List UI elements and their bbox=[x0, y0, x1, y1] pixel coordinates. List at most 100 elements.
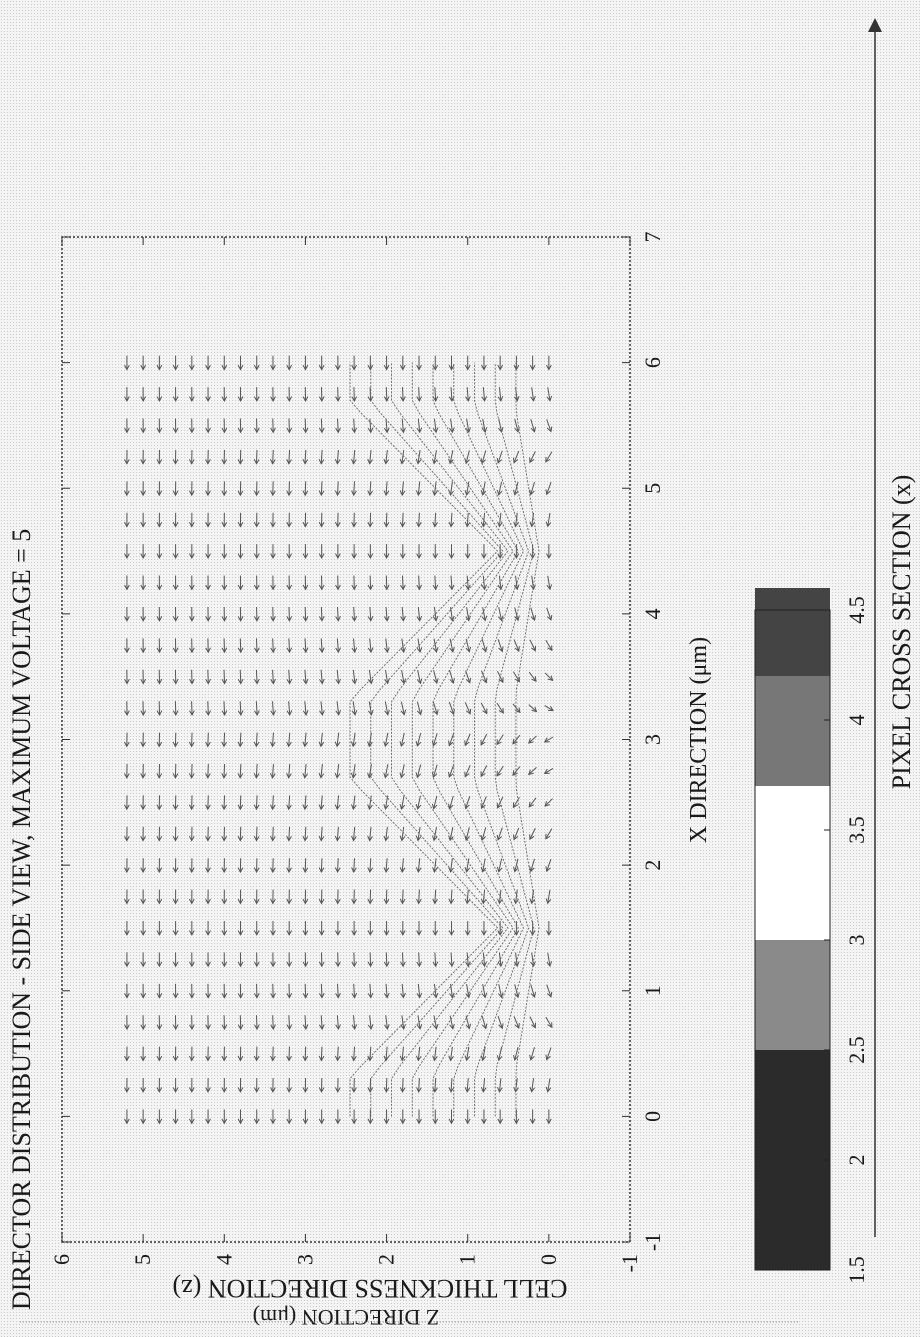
equipotential-line bbox=[412, 363, 513, 1117]
director-arrow bbox=[224, 764, 225, 778]
director-arrow bbox=[338, 858, 339, 872]
director-arrow bbox=[305, 827, 306, 841]
colorbar-tick-label: 4.5 bbox=[844, 596, 869, 624]
chart-title: DIRECTOR DISTRIBUTION - SIDE VIEW, MAXIM… bbox=[7, 529, 36, 1310]
y-tick-label: 2 bbox=[374, 1254, 399, 1265]
director-arrow bbox=[338, 1047, 339, 1061]
director-arrow bbox=[419, 890, 420, 904]
colorbar-band bbox=[755, 786, 830, 940]
director-arrow bbox=[240, 795, 241, 809]
colorbar-tick-label: 1.5 bbox=[844, 1256, 869, 1284]
director-arrow bbox=[354, 984, 355, 998]
x-tick-label: 4 bbox=[640, 608, 665, 619]
colorbar-tick-label: 4 bbox=[844, 715, 869, 726]
director-arrow bbox=[208, 701, 209, 715]
director-arrow bbox=[321, 984, 322, 998]
director-arrow bbox=[402, 890, 403, 904]
director-arrow bbox=[289, 638, 290, 652]
director-arrow bbox=[321, 419, 322, 433]
director-arrow bbox=[273, 638, 274, 652]
y-tick-label: 6 bbox=[49, 1254, 74, 1265]
director-arrow bbox=[256, 701, 257, 715]
director-arrow bbox=[435, 952, 436, 966]
y-tick-label: 3 bbox=[292, 1254, 317, 1265]
director-arrow bbox=[386, 576, 387, 590]
director-arrow bbox=[435, 1078, 436, 1092]
y-tick-label: 0 bbox=[536, 1254, 561, 1265]
y-axis-label: Z DIRECTION (μm) bbox=[253, 1305, 440, 1330]
director-arrow bbox=[419, 952, 420, 966]
equipotential-line bbox=[433, 363, 518, 1117]
director-arrow bbox=[305, 607, 306, 621]
colorbar-ticks: 1.522.533.544.5 bbox=[824, 596, 869, 1284]
plot-area bbox=[124, 356, 553, 1124]
director-arrow bbox=[402, 952, 403, 966]
x-tick-label: 0 bbox=[640, 1111, 665, 1122]
director-arrow bbox=[224, 733, 225, 747]
director-arrow bbox=[273, 795, 274, 809]
equipotential-line bbox=[495, 363, 534, 1117]
director-arrow bbox=[240, 701, 241, 715]
director-arrow bbox=[256, 733, 257, 747]
equipotential-line bbox=[516, 363, 539, 1117]
pixel-cross-section-label: PIXEL CROSS SECTION (x) bbox=[887, 475, 916, 790]
director-arrow bbox=[321, 607, 322, 621]
director-arrow bbox=[256, 764, 257, 778]
director-arrow bbox=[305, 419, 306, 433]
director-arrow bbox=[305, 450, 306, 464]
director-arrow bbox=[305, 1047, 306, 1061]
director-arrow bbox=[273, 827, 274, 841]
director-arrow bbox=[402, 513, 403, 527]
director-arrow bbox=[338, 419, 339, 433]
director-arrow bbox=[435, 576, 436, 590]
cell-thickness-label: CELL THICKNESS DIRECTION (z) bbox=[172, 1274, 567, 1303]
director-arrow bbox=[321, 481, 322, 495]
x-tick-label: 7 bbox=[640, 232, 665, 243]
director-arrow bbox=[305, 984, 306, 998]
director-arrow bbox=[256, 795, 257, 809]
director-arrow bbox=[419, 513, 420, 527]
director-arrow bbox=[305, 481, 306, 495]
director-arrow bbox=[289, 827, 290, 841]
colorbar-tick-label: 3.5 bbox=[844, 816, 869, 844]
equipotential-line bbox=[392, 363, 508, 1117]
x-tick-label: 2 bbox=[640, 860, 665, 871]
director-arrow bbox=[419, 387, 420, 401]
x-tick-label: 3 bbox=[640, 734, 665, 745]
director-arrow bbox=[435, 513, 436, 527]
x-axis-label: X DIRECTION (μm) bbox=[686, 637, 712, 843]
director-arrow bbox=[289, 450, 290, 464]
director-arrow bbox=[435, 890, 436, 904]
equipotential-line bbox=[474, 363, 528, 1117]
colorbar-band bbox=[755, 1050, 830, 1270]
director-arrow bbox=[354, 1047, 355, 1061]
director-arrow bbox=[256, 1015, 257, 1029]
equipotential-line bbox=[454, 363, 524, 1117]
director-arrow bbox=[419, 1078, 420, 1092]
x-tick-label: 1 bbox=[640, 985, 665, 996]
director-arrow bbox=[354, 858, 355, 872]
director-arrow bbox=[386, 890, 387, 904]
director-arrow bbox=[305, 1015, 306, 1029]
colorbar-band bbox=[755, 676, 830, 786]
director-arrow bbox=[224, 701, 225, 715]
y-tick-label: -1 bbox=[617, 1254, 642, 1272]
cross-section-arrowhead bbox=[868, 18, 882, 32]
director-arrow bbox=[256, 670, 257, 684]
director-arrow bbox=[305, 858, 306, 872]
plot-frame bbox=[62, 237, 630, 1242]
colorbar-band bbox=[755, 588, 830, 676]
director-arrow bbox=[240, 733, 241, 747]
director-arrow bbox=[354, 481, 355, 495]
director-arrow bbox=[305, 638, 306, 652]
director-arrow bbox=[386, 1078, 387, 1092]
director-arrow bbox=[208, 764, 209, 778]
director-arrow bbox=[224, 670, 225, 684]
director-arrow bbox=[289, 1015, 290, 1029]
director-arrow bbox=[208, 733, 209, 747]
director-arrow bbox=[224, 795, 225, 809]
director-arrow bbox=[256, 450, 257, 464]
